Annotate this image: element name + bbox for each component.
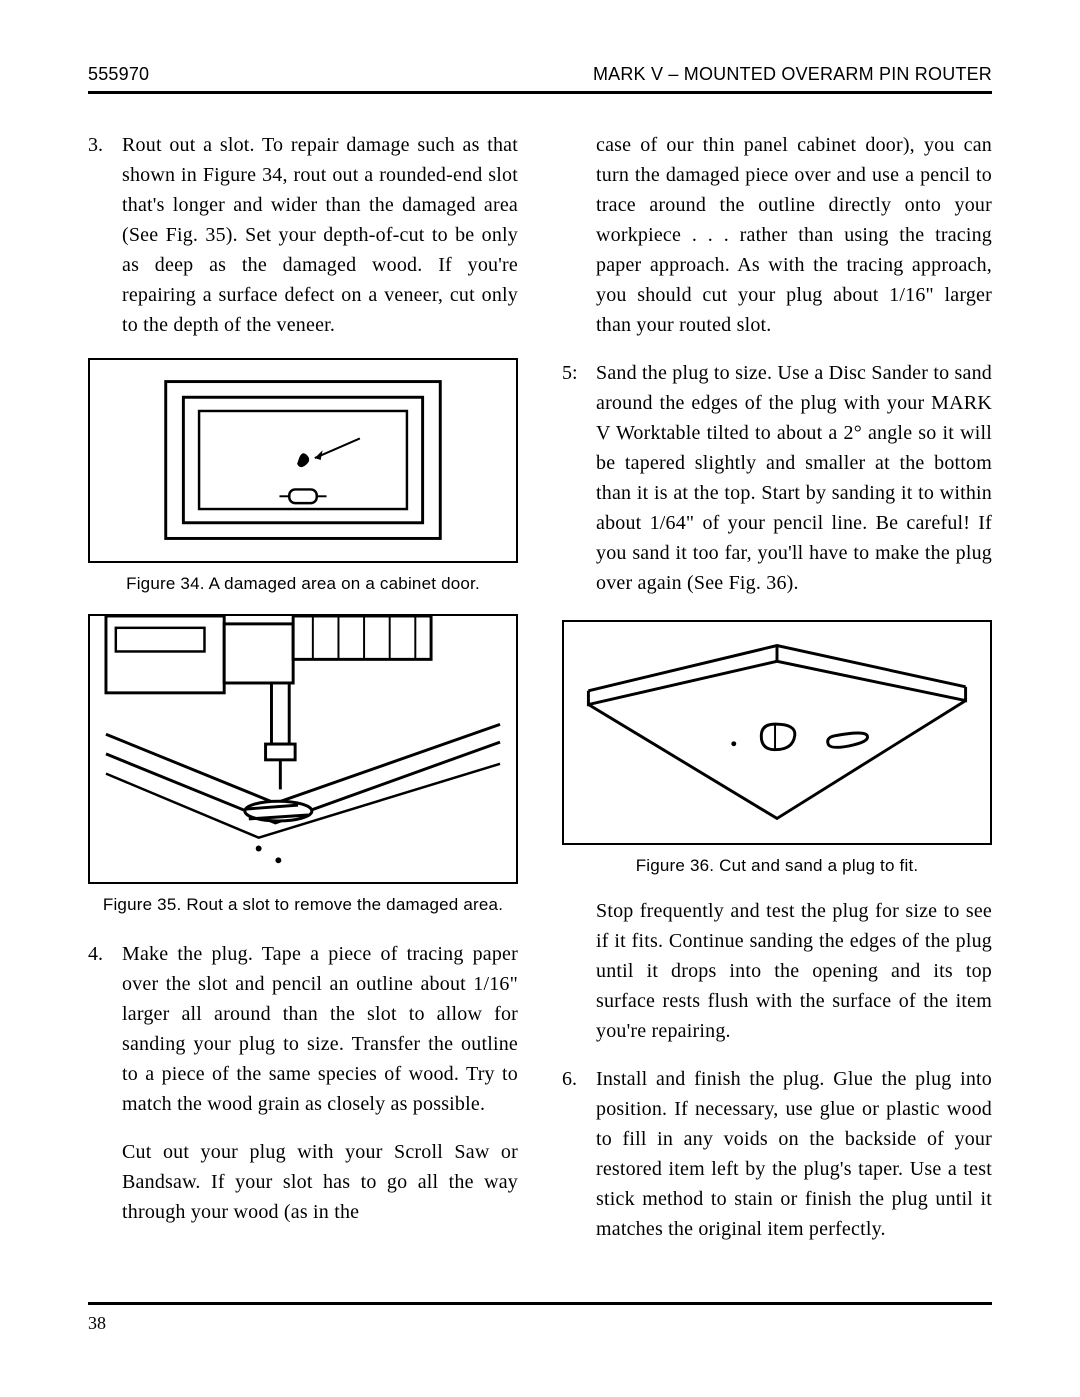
step-4-text: Make the plug. Tape a piece of tracing p… bbox=[122, 939, 518, 1119]
step-6-text: Install and finish the plug. Glue the pl… bbox=[596, 1064, 992, 1244]
step-4: 4. Make the plug. Tape a piece of tracin… bbox=[88, 939, 518, 1119]
content-columns: 3. Rout out a slot. To repair damage suc… bbox=[88, 130, 992, 1262]
step-6-number: 6. bbox=[562, 1064, 596, 1244]
figure-34-image bbox=[88, 358, 518, 563]
page-header: 555970 MARK V – MOUNTED OVERARM PIN ROUT… bbox=[88, 64, 992, 94]
step-3-number: 3. bbox=[88, 130, 122, 340]
page-number: 38 bbox=[88, 1313, 106, 1333]
figure-36-caption: Figure 36. Cut and sand a plug to fit. bbox=[562, 855, 992, 878]
figure-34-caption: Figure 34. A damaged area on a cabinet d… bbox=[88, 573, 518, 596]
step-4-continuation-a: Cut out your plug with your Scroll Saw o… bbox=[122, 1137, 518, 1227]
doc-number: 555970 bbox=[88, 64, 149, 85]
step-3-text: Rout out a slot. To repair damage such a… bbox=[122, 130, 518, 340]
step-5-text: Sand the plug to size. Use a Disc Sander… bbox=[596, 358, 992, 598]
figure-35-caption: Figure 35. Rout a slot to remove the dam… bbox=[88, 894, 518, 917]
figure-36-image bbox=[562, 620, 992, 845]
figure-34: Figure 34. A damaged area on a cabinet d… bbox=[88, 358, 518, 596]
step-5-number: 5: bbox=[562, 358, 596, 598]
step-3: 3. Rout out a slot. To repair damage suc… bbox=[88, 130, 518, 340]
step-5: 5: Sand the plug to size. Use a Disc San… bbox=[562, 358, 992, 598]
step-6: 6. Install and finish the plug. Glue the… bbox=[562, 1064, 992, 1244]
right-column: case of our thin panel cabinet door), yo… bbox=[562, 130, 992, 1262]
step-4-continuation-b: case of our thin panel cabinet door), yo… bbox=[596, 130, 992, 340]
step-4-number: 4. bbox=[88, 939, 122, 1119]
page-footer: 38 bbox=[88, 1302, 992, 1334]
figure-35: Figure 35. Rout a slot to remove the dam… bbox=[88, 614, 518, 917]
doc-title: MARK V – MOUNTED OVERARM PIN ROUTER bbox=[593, 64, 992, 85]
step-5-continuation: Stop frequently and test the plug for si… bbox=[596, 896, 992, 1046]
left-column: 3. Rout out a slot. To repair damage suc… bbox=[88, 130, 518, 1262]
figure-35-image bbox=[88, 614, 518, 884]
figure-36: Figure 36. Cut and sand a plug to fit. bbox=[562, 620, 992, 878]
